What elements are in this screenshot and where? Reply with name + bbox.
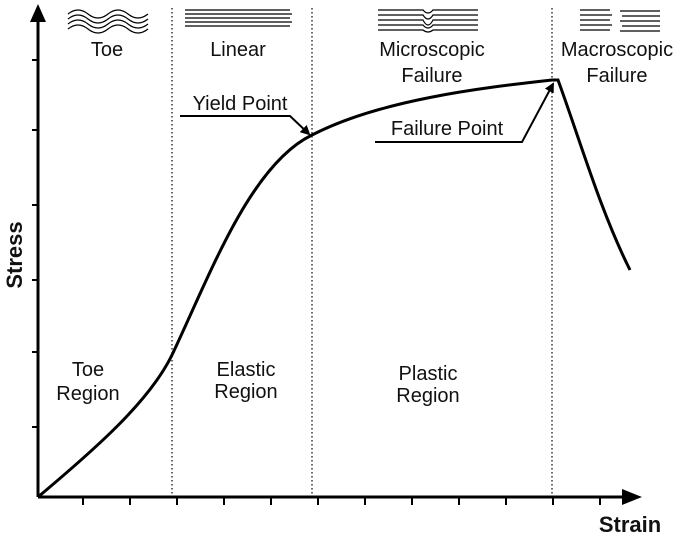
- fiber-icon-microscopic: [378, 9, 478, 33]
- y-ticks: [32, 59, 38, 428]
- y-arrow: [30, 4, 46, 22]
- fiber-icon-linear: [185, 9, 292, 27]
- region-label: Toe: [72, 359, 104, 381]
- region-label: Plastic: [399, 363, 458, 385]
- yield-point-pointer: [180, 115, 311, 136]
- y-axis-title: Stress: [2, 221, 27, 288]
- region-label: Region: [56, 383, 119, 405]
- phase-label: Microscopic: [379, 39, 485, 61]
- region-label: Region: [396, 385, 459, 407]
- fiber-icon-toe: [67, 9, 149, 34]
- phase-label: Failure: [586, 65, 647, 87]
- x-ticks: [82, 497, 601, 505]
- region-label: Elastic: [217, 359, 276, 381]
- stress-strain-curve: [37, 78, 632, 499]
- phase-label: Linear: [210, 39, 266, 61]
- x-arrow: [622, 489, 642, 505]
- fiber-icon-macroscopic: [580, 9, 660, 32]
- phase-label: Failure: [401, 65, 462, 87]
- phase-label: Macroscopic: [561, 39, 673, 61]
- x-axis-title: Strain: [599, 512, 661, 537]
- failure-point-pointer: [375, 82, 554, 143]
- phase-label: Toe: [91, 39, 123, 61]
- yield-point-label: Yield Point: [193, 93, 288, 115]
- failure-point-label: Failure Point: [391, 118, 504, 140]
- region-label: Region: [214, 381, 277, 403]
